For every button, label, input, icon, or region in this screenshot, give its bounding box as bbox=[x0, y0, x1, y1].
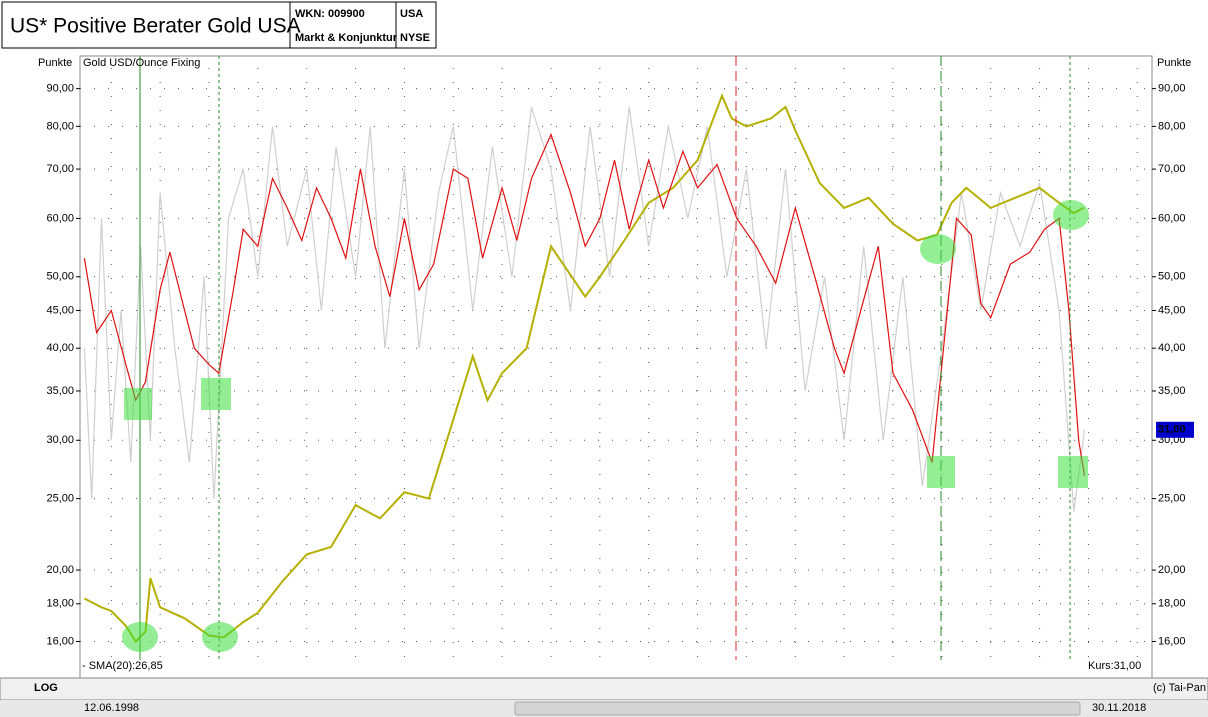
y-tick-label-right: 50,00 bbox=[1158, 271, 1186, 283]
y-tick-label: 25,00 bbox=[46, 493, 74, 505]
y-axis-label: Punkte bbox=[38, 57, 72, 69]
highlight-ellipse bbox=[1053, 200, 1089, 230]
title: US* Positive Berater Gold USA bbox=[10, 15, 301, 38]
y-tick-label-right: 60,00 bbox=[1158, 212, 1186, 224]
start-date: 12.06.1998 bbox=[84, 702, 139, 714]
copyright: (c) Tai-Pan bbox=[1153, 682, 1206, 694]
scale-label: LOG bbox=[34, 682, 58, 694]
group: Markt & Konjunktur bbox=[295, 32, 398, 44]
y-tick-label: 16,00 bbox=[46, 635, 74, 647]
y-tick-label: 60,00 bbox=[46, 212, 74, 224]
y-tick-label: 18,00 bbox=[46, 598, 74, 610]
y-tick-label-right: 80,00 bbox=[1158, 120, 1186, 132]
highlight-ellipse bbox=[122, 622, 158, 652]
y-tick-label: 40,00 bbox=[46, 342, 74, 354]
highlight-ellipse bbox=[920, 234, 956, 264]
y-tick-label-right: 90,00 bbox=[1158, 83, 1186, 95]
info-box bbox=[395, 1, 437, 49]
y-tick-label-right: 35,00 bbox=[1158, 385, 1186, 397]
highlight-box bbox=[927, 456, 955, 488]
scroll-thumb[interactable] bbox=[514, 701, 1081, 716]
y-tick-label-right: 25,00 bbox=[1158, 493, 1186, 505]
highlights bbox=[122, 200, 1089, 652]
value-badge-label: 31,00 bbox=[1158, 424, 1186, 436]
y-tick-label: 90,00 bbox=[46, 83, 74, 95]
legend-entry: Gold USD/Ounce Fixing bbox=[83, 57, 200, 69]
y-tick-label: 45,00 bbox=[46, 304, 74, 316]
y-tick-label: 35,00 bbox=[46, 385, 74, 397]
country: USA bbox=[400, 8, 423, 20]
series-line bbox=[83, 132, 1086, 476]
value-badge bbox=[1156, 421, 1194, 438]
y-tick-label: 20,00 bbox=[46, 564, 74, 576]
y-tick-label-right: 20,00 bbox=[1158, 564, 1186, 576]
end-date: 30.11.2018 bbox=[1092, 702, 1146, 714]
series-line bbox=[83, 106, 1086, 512]
y-tick-label: 80,00 bbox=[46, 120, 74, 132]
x-axis-bar bbox=[0, 677, 1208, 701]
highlight-box bbox=[124, 388, 152, 420]
y-tick-label-right: 40,00 bbox=[1158, 342, 1186, 354]
info-box bbox=[289, 1, 397, 49]
y-tick-label-right: 45,00 bbox=[1158, 304, 1186, 316]
y-tick-label-right: 70,00 bbox=[1158, 163, 1186, 175]
exchange: NYSE bbox=[400, 32, 430, 44]
y-tick-label: 30,00 bbox=[46, 434, 74, 446]
title-box bbox=[1, 1, 291, 49]
highlight-box bbox=[1058, 456, 1088, 488]
highlight-ellipse bbox=[202, 622, 238, 652]
plot-frame bbox=[79, 55, 1153, 679]
y-tick-label-right: 16,00 bbox=[1158, 635, 1186, 647]
y-tick-label: 70,00 bbox=[46, 163, 74, 175]
kurs-label: Kurs:31,00 bbox=[1088, 660, 1141, 672]
y-axis-label-right: Punkte bbox=[1157, 57, 1191, 69]
y-tick-label: 50,00 bbox=[46, 271, 74, 283]
y-tick-label-right: 18,00 bbox=[1158, 598, 1186, 610]
wkn: WKN: 009900 bbox=[295, 8, 365, 20]
highlight-box bbox=[201, 378, 231, 410]
legend-entry: - SMA(20):26,85 bbox=[82, 660, 163, 672]
